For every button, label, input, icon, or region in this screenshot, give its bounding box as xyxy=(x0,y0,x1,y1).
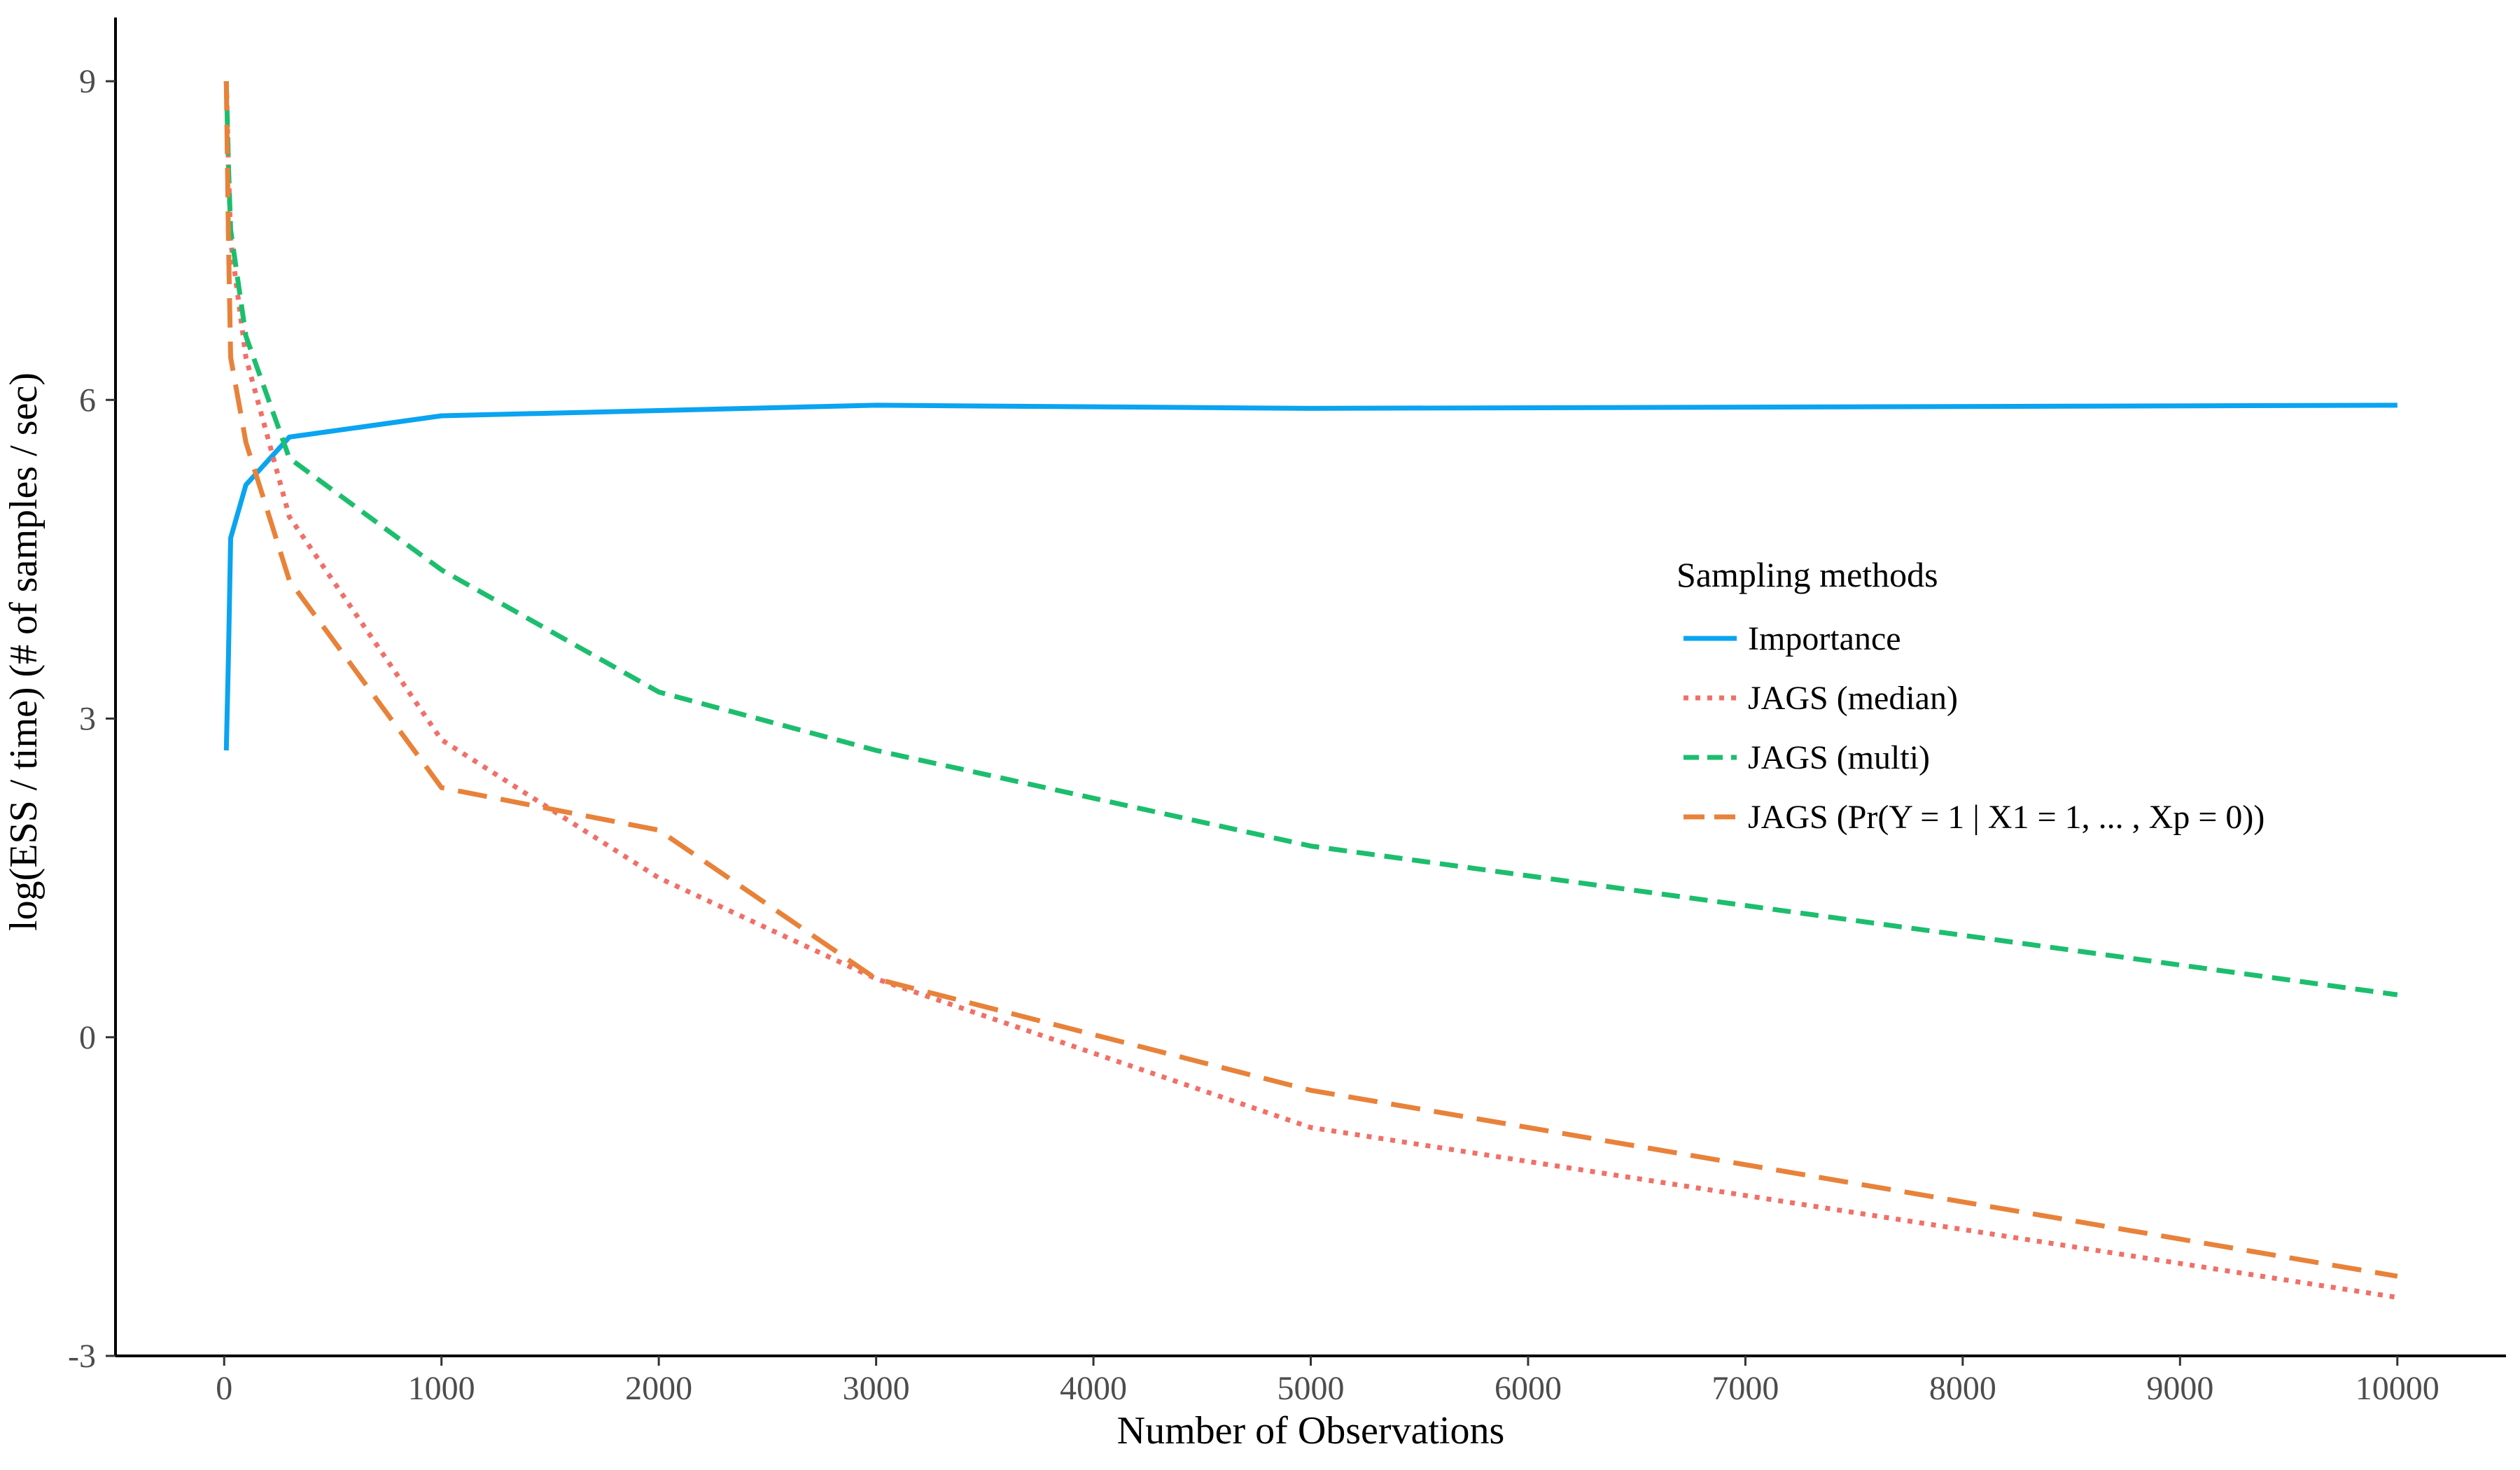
y-axis-ticks: -3 0 3 6 9 xyxy=(68,63,115,1375)
y-tick-label: -3 xyxy=(68,1338,96,1375)
x-axis-title: Number of Observations xyxy=(1117,1409,1505,1452)
x-tick-label: 4000 xyxy=(1060,1370,1127,1407)
x-tick-label: 5000 xyxy=(1278,1370,1345,1407)
series-layer xyxy=(223,80,2398,1300)
x-tick-label: 6000 xyxy=(1494,1370,1562,1407)
x-tick-label: 1000 xyxy=(408,1370,475,1407)
x-tick-label: 10000 xyxy=(2356,1370,2440,1407)
y-tick-label: 0 xyxy=(79,1019,96,1056)
legend-label-4: JAGS (Pr(Y = 1 | X1 = 1, ... , Xp = 0)) xyxy=(1748,799,2264,836)
legend-label-3: JAGS (multi) xyxy=(1748,739,1930,776)
series-line-3 xyxy=(223,80,2398,997)
legend-label-2: JAGS (median) xyxy=(1748,680,1958,717)
x-tick-label: 7000 xyxy=(1712,1370,1779,1407)
x-tick-label: 9000 xyxy=(2146,1370,2213,1407)
legend-items: Importance JAGS (median) JAGS (multi) JAGS … xyxy=(1684,620,2264,836)
x-tick-label: 0 xyxy=(216,1370,232,1407)
y-tick-label: 3 xyxy=(79,701,96,738)
legend-label-1: Importance xyxy=(1748,620,1901,657)
y-axis-title: log(ESS / time) (# of samples / sec) xyxy=(2,372,46,931)
y-tick-label: 9 xyxy=(79,63,96,100)
series-line-4 xyxy=(223,80,2398,1279)
x-tick-label: 3000 xyxy=(843,1370,910,1407)
x-tick-label: 2000 xyxy=(625,1370,692,1407)
x-tick-label: 8000 xyxy=(1929,1370,1996,1407)
y-tick-label: 6 xyxy=(79,382,96,419)
legend-title: Sampling methods xyxy=(1676,555,1938,594)
legend: Sampling methods Importance JAGS (median)… xyxy=(1676,555,2264,836)
x-axis-ticks: 0 1000 2000 3000 4000 5000 6000 7000 8000 9000 100… xyxy=(216,1356,2440,1407)
series-line-1 xyxy=(223,402,2398,751)
